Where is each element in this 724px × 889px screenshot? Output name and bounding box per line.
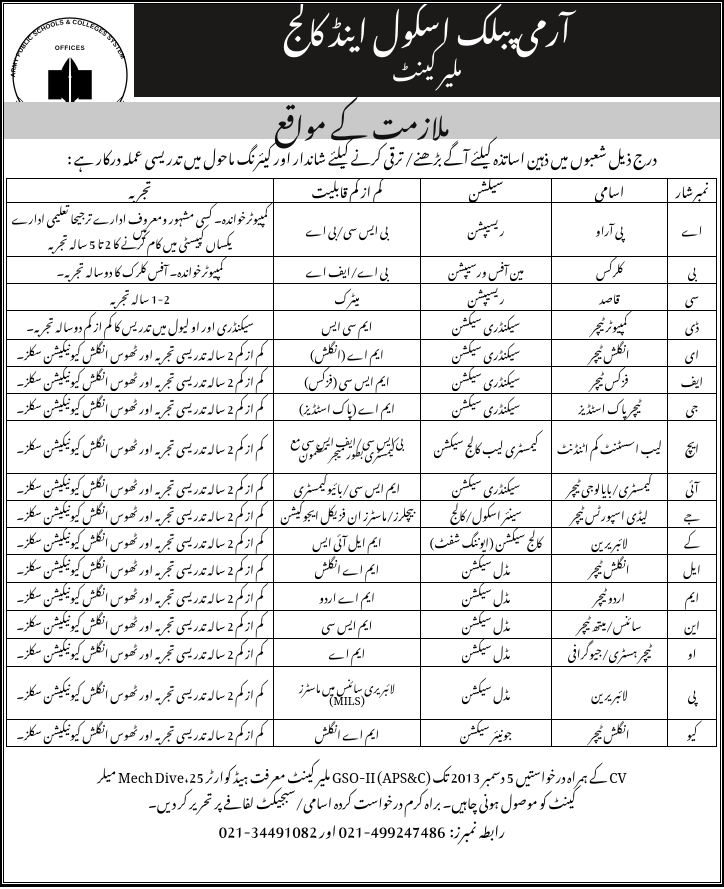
svg-text:OFFICES: OFFICES bbox=[55, 45, 85, 52]
